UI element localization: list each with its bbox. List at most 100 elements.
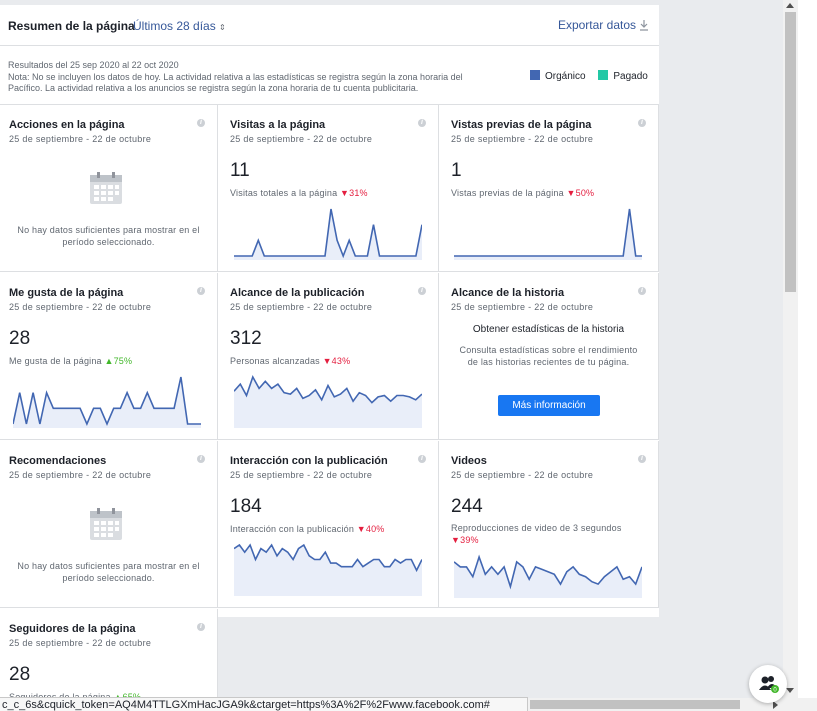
- info-icon[interactable]: i: [418, 119, 426, 127]
- period-dropdown[interactable]: Últimos 28 días ⇕: [133, 19, 226, 33]
- info-icon[interactable]: i: [638, 119, 646, 127]
- card-page-visits[interactable]: Visitas a la página 25 de septiembre - 2…: [218, 105, 439, 272]
- card-title: Me gusta de la página: [9, 287, 124, 299]
- sort-arrows-icon: ⇕: [219, 23, 226, 32]
- sparkline-line: [234, 208, 422, 259]
- card-date: 25 de septiembre - 22 de octubre: [230, 302, 373, 312]
- card-title: Recomendaciones: [9, 455, 107, 467]
- change-value: 43%: [331, 356, 351, 366]
- metric-value: 184: [230, 496, 262, 517]
- card-date: 25 de septiembre - 22 de octubre: [9, 638, 152, 648]
- metric-subtitle: Personas alcanzadas ▼43%: [230, 356, 350, 366]
- info-icon[interactable]: i: [197, 623, 205, 631]
- scroll-right-arrow-icon[interactable]: [773, 701, 778, 709]
- subtitle-text: Personas alcanzadas: [230, 356, 320, 366]
- change-value: 40%: [365, 524, 385, 534]
- card-page-followers[interactable]: Seguidores de la página 25 de septiembre…: [0, 609, 218, 709]
- change-down: ▼40%: [356, 524, 385, 534]
- people-icon: 0: [759, 676, 779, 694]
- legend-item-paid: Pagado: [598, 70, 648, 82]
- sparkline: [234, 208, 422, 260]
- card-title: Alcance de la publicación: [230, 287, 365, 299]
- sparkline-line: [13, 376, 201, 427]
- organic-swatch: [530, 70, 540, 80]
- subtitle-text: Interacción con la publicación: [230, 524, 355, 534]
- download-icon: [640, 20, 648, 31]
- card-videos[interactable]: Videos 25 de septiembre - 22 de octubre …: [439, 441, 659, 608]
- metrics-grid: Acciones en la página 25 de septiembre -…: [0, 105, 659, 709]
- chat-button[interactable]: 0: [749, 665, 787, 703]
- summary-header: Resumen de la página Últimos 28 días ⇕ E…: [0, 5, 659, 46]
- metric-subtitle: Me gusta de la página ▲75%: [9, 356, 132, 366]
- no-data-message: No hay datos suficientes para mostrar en…: [17, 225, 200, 247]
- card-date: 25 de septiembre - 22 de octubre: [230, 134, 373, 144]
- sparkline-line: [234, 543, 422, 573]
- paid-swatch: [598, 70, 609, 80]
- metric-value: 312: [230, 328, 262, 349]
- metric-subtitle: Interacción con la publicación ▼40%: [230, 524, 385, 534]
- legend-item-organic: Orgánico: [530, 70, 586, 82]
- card-post-reach[interactable]: Alcance de la publicación 25 de septiemb…: [218, 273, 439, 440]
- scrollbar-thumb[interactable]: [530, 700, 740, 709]
- more-info-button[interactable]: Más información: [498, 395, 600, 416]
- no-data-message: No hay datos suficientes para mostrar en…: [17, 561, 200, 583]
- info-icon[interactable]: i: [418, 287, 426, 295]
- sparkline-area: [234, 545, 422, 596]
- page-title: Resumen de la página: [8, 19, 135, 33]
- metric-subtitle: Visitas totales a la página ▼31%: [230, 188, 368, 198]
- export-label: Exportar datos: [557, 18, 636, 32]
- card-title: Vistas previas de la página: [451, 119, 592, 131]
- card-date: 25 de septiembre - 22 de octubre: [451, 302, 594, 312]
- subtitle-text: Reproducciones de video de 3 segundos: [451, 523, 622, 533]
- info-icon[interactable]: i: [197, 119, 205, 127]
- change-value: 75%: [113, 356, 133, 366]
- sparkline-line: [454, 208, 642, 257]
- right-gutter: [798, 0, 817, 698]
- info-icon[interactable]: i: [197, 287, 205, 295]
- calendar-icon: [90, 508, 122, 540]
- card-page-previews[interactable]: Vistas previas de la página 25 de septie…: [439, 105, 659, 272]
- info-icon[interactable]: i: [638, 455, 646, 463]
- sparkline: [234, 375, 422, 428]
- sparkline: [13, 376, 201, 428]
- metric-value: 28: [9, 664, 31, 685]
- change-value: 39%: [460, 535, 479, 545]
- card-story-reach[interactable]: Alcance de la historia 25 de septiembre …: [439, 273, 659, 440]
- card-date: 25 de septiembre - 22 de octubre: [9, 134, 152, 144]
- card-date: 25 de septiembre - 22 de octubre: [451, 134, 594, 144]
- card-date: 25 de septiembre - 22 de octubre: [230, 470, 373, 480]
- card-page-actions[interactable]: Acciones en la página 25 de septiembre -…: [0, 105, 218, 272]
- sparkline-line: [454, 554, 642, 590]
- scroll-up-arrow-icon[interactable]: [786, 3, 794, 8]
- change-value: 31%: [349, 188, 368, 198]
- metric-value: 11: [230, 160, 250, 181]
- chat-badge: 0: [773, 688, 777, 694]
- metric-subtitle: Reproducciones de video de 3 segundos ▼39…: [451, 522, 651, 546]
- info-icon[interactable]: i: [638, 287, 646, 295]
- sparkline: [234, 543, 422, 596]
- change-down: ▼31%: [340, 188, 368, 198]
- sparkline-area: [454, 557, 642, 598]
- change-up: ▲75%: [104, 356, 133, 366]
- results-range: Resultados del 25 sep 2020 al 22 oct 202…: [8, 60, 179, 70]
- info-icon[interactable]: i: [197, 455, 205, 463]
- card-title: Videos: [451, 455, 487, 467]
- metric-value: 28: [9, 328, 31, 349]
- scroll-down-arrow-icon[interactable]: [786, 688, 794, 693]
- card-page-likes[interactable]: Me gusta de la página 25 de septiembre -…: [0, 273, 218, 440]
- subtitle-text: Visitas totales a la página: [230, 188, 338, 198]
- period-label: Últimos 28 días: [133, 19, 216, 33]
- export-data-link[interactable]: Exportar datos: [558, 18, 649, 32]
- vertical-scrollbar[interactable]: [783, 0, 798, 698]
- info-icon[interactable]: i: [418, 455, 426, 463]
- card-date: 25 de septiembre - 22 de octubre: [451, 470, 594, 480]
- card-title: Interacción con la publicación: [230, 455, 388, 467]
- card-post-engagement[interactable]: Interacción con la publicación 25 de sep…: [218, 441, 439, 608]
- change-down: ▼39%: [451, 535, 479, 545]
- sparkline-area: [454, 209, 642, 260]
- legend: Orgánico Pagado: [530, 70, 658, 82]
- scrollbar-thumb[interactable]: [785, 12, 796, 292]
- change-down: ▼43%: [322, 356, 351, 366]
- change-down: ▼50%: [566, 188, 595, 198]
- card-recommendations[interactable]: Recomendaciones 25 de septiembre - 22 de…: [0, 441, 218, 608]
